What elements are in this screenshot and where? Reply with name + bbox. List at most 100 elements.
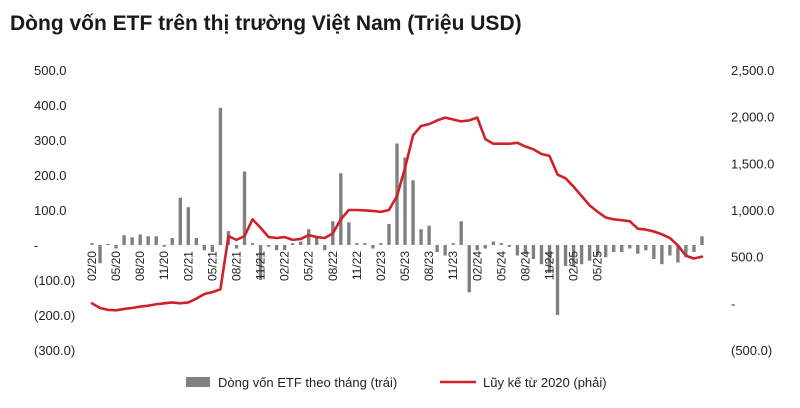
monthly-flow-bar bbox=[451, 243, 455, 245]
left-axis: 500.0 400.0 300.0 200.0 100.0 - (100.0) (200.0)… bbox=[34, 63, 75, 358]
right-tick-label: - bbox=[731, 296, 735, 311]
legend-bar-label: Dòng vốn ETF theo tháng (trái) bbox=[218, 375, 397, 390]
bar-series bbox=[90, 107, 704, 315]
monthly-flow-bar bbox=[210, 245, 215, 252]
monthly-flow-bar bbox=[652, 245, 656, 259]
x-tick-label: 08/22 bbox=[326, 251, 340, 281]
monthly-flow-bar bbox=[299, 241, 303, 245]
monthly-flow-bar bbox=[90, 243, 94, 245]
x-tick-label: 11/20 bbox=[157, 251, 171, 280]
monthly-flow-bar bbox=[523, 245, 528, 254]
monthly-flow-bar bbox=[403, 157, 407, 245]
monthly-flow-bar bbox=[539, 245, 544, 265]
monthly-flow-bar bbox=[499, 243, 504, 245]
monthly-flow-bar bbox=[427, 225, 431, 245]
x-tick-label: 05/24 bbox=[494, 251, 508, 281]
x-tick-label: 05/22 bbox=[302, 251, 316, 281]
x-tick-label: 05/21 bbox=[205, 251, 219, 281]
cumulative-line bbox=[90, 116, 704, 312]
monthly-flow-bar bbox=[315, 238, 319, 245]
monthly-flow-bar bbox=[411, 180, 415, 245]
x-tick-label: 02/21 bbox=[181, 251, 195, 281]
x-tick-label: 11/23 bbox=[446, 251, 460, 280]
monthly-flow-bar bbox=[258, 245, 263, 280]
monthly-flow-bar bbox=[419, 229, 423, 245]
left-tick-label: - bbox=[34, 238, 38, 253]
monthly-flow-bar bbox=[170, 238, 174, 245]
x-tick-label: 08/21 bbox=[229, 251, 243, 281]
x-tick-label: 11/22 bbox=[350, 251, 364, 280]
monthly-flow-bar bbox=[250, 243, 255, 245]
monthly-flow-bar bbox=[290, 243, 295, 245]
monthly-flow-bar bbox=[603, 245, 608, 258]
right-tick-label: 2,000.0 bbox=[731, 110, 774, 125]
x-tick-label: 11/21 bbox=[254, 251, 268, 280]
monthly-flow-bar bbox=[700, 236, 704, 245]
monthly-flow-bar bbox=[515, 245, 520, 256]
monthly-flow-bar bbox=[194, 238, 199, 245]
monthly-flow-bar bbox=[684, 245, 688, 258]
monthly-flow-bar bbox=[130, 237, 134, 245]
x-tick-label: 08/24 bbox=[518, 251, 532, 281]
left-tick-label: 200.0 bbox=[34, 168, 67, 183]
left-tick-label: (100.0) bbox=[34, 273, 75, 288]
monthly-flow-bar bbox=[138, 234, 142, 245]
monthly-flow-bar bbox=[355, 243, 359, 245]
x-tick-label: 05/25 bbox=[591, 251, 605, 281]
monthly-flow-bar bbox=[186, 207, 191, 245]
monthly-flow-bar bbox=[483, 245, 487, 249]
x-tick-label: 08/20 bbox=[133, 251, 147, 281]
monthly-flow-bar bbox=[178, 197, 182, 245]
x-tick-label: 08/23 bbox=[422, 251, 436, 281]
monthly-flow-bar bbox=[668, 245, 672, 256]
monthly-flow-bar bbox=[443, 245, 447, 256]
left-tick-label: 500.0 bbox=[34, 63, 67, 78]
x-tick-label: 05/23 bbox=[398, 251, 412, 281]
monthly-flow-bar bbox=[579, 245, 584, 265]
x-tick-label: 02/20 bbox=[85, 251, 99, 281]
monthly-flow-bar bbox=[274, 245, 279, 251]
legend-line-label: Lũy kế từ 2020 (phải) bbox=[483, 375, 607, 390]
monthly-flow-bar bbox=[555, 245, 560, 315]
monthly-flow-bar bbox=[162, 245, 166, 247]
chart-title: Dòng vốn ETF trên thị trường Việt Nam (T… bbox=[10, 12, 522, 35]
monthly-flow-bar bbox=[636, 245, 640, 254]
monthly-flow-bar bbox=[475, 245, 479, 251]
x-tick-label: 02/23 bbox=[374, 251, 388, 281]
monthly-flow-bar bbox=[154, 236, 158, 245]
monthly-flow-bar bbox=[660, 245, 664, 265]
legend: Dòng vốn ETF theo tháng (trái) Lũy kế từ … bbox=[186, 375, 607, 390]
right-tick-label: 1,000.0 bbox=[731, 203, 774, 218]
monthly-flow-bar bbox=[339, 173, 343, 245]
monthly-flow-bar bbox=[595, 245, 600, 256]
monthly-flow-bar bbox=[363, 243, 367, 245]
monthly-flow-bar bbox=[459, 221, 463, 245]
monthly-flow-bar bbox=[531, 245, 536, 259]
monthly-flow-bar bbox=[234, 245, 239, 249]
monthly-flow-bar bbox=[507, 245, 512, 247]
monthly-flow-bar bbox=[628, 245, 632, 249]
right-tick-label: (500.0) bbox=[731, 343, 772, 358]
monthly-flow-bar bbox=[387, 224, 391, 245]
monthly-flow-bar bbox=[98, 245, 102, 264]
monthly-flow-bar bbox=[202, 245, 207, 251]
x-tick-label: 02/22 bbox=[278, 251, 292, 281]
monthly-flow-bar bbox=[282, 245, 287, 251]
monthly-flow-bar bbox=[114, 245, 118, 249]
left-tick-label: (200.0) bbox=[34, 308, 75, 323]
monthly-flow-bar bbox=[467, 245, 471, 293]
left-tick-label: 400.0 bbox=[34, 98, 67, 113]
monthly-flow-bar bbox=[242, 171, 247, 245]
monthly-flow-bar bbox=[571, 245, 576, 266]
monthly-flow-bar bbox=[371, 245, 375, 249]
monthly-flow-bar bbox=[587, 245, 592, 261]
line-series bbox=[90, 116, 704, 312]
left-tick-label: 100.0 bbox=[34, 203, 67, 218]
monthly-flow-bar bbox=[347, 222, 351, 245]
monthly-flow-bar bbox=[106, 243, 110, 245]
right-tick-label: 2,500.0 bbox=[731, 63, 774, 78]
right-axis: 2,500.0 2,000.0 1,500.0 1,000.0 500.0 - (500.0… bbox=[731, 63, 774, 358]
x-tick-label: 02/24 bbox=[470, 251, 484, 281]
monthly-flow-bar bbox=[266, 245, 271, 247]
x-axis: 02/20 05/20 08/20 11/20 02/21 05/21 08/21 11/21… bbox=[85, 251, 605, 281]
